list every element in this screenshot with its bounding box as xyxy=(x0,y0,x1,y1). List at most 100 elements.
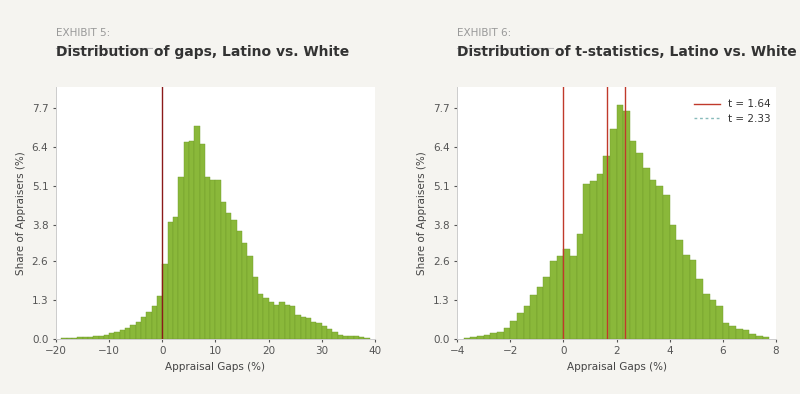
Bar xyxy=(484,335,490,339)
Bar xyxy=(716,306,723,339)
Bar xyxy=(290,306,295,339)
X-axis label: Appraisal Gaps (%): Appraisal Gaps (%) xyxy=(566,362,666,372)
Bar xyxy=(253,277,258,339)
Bar xyxy=(322,326,327,339)
Bar xyxy=(104,335,109,339)
Bar xyxy=(543,277,550,339)
Bar xyxy=(62,338,66,339)
Bar xyxy=(364,338,370,339)
Bar xyxy=(637,153,643,339)
Bar xyxy=(327,329,333,339)
Bar xyxy=(136,322,141,339)
Bar xyxy=(258,294,263,339)
Bar xyxy=(570,256,577,339)
Bar xyxy=(141,317,146,339)
Bar xyxy=(125,328,130,339)
Bar xyxy=(338,335,343,339)
Bar xyxy=(66,338,72,339)
Bar xyxy=(242,243,247,339)
Bar xyxy=(643,168,650,339)
Bar xyxy=(623,111,630,339)
Bar xyxy=(72,338,78,339)
Bar xyxy=(517,313,523,339)
Bar xyxy=(88,337,94,339)
Bar xyxy=(226,213,231,339)
Bar xyxy=(663,195,670,339)
Bar xyxy=(583,184,590,339)
Bar xyxy=(162,264,168,339)
Legend: t = 1.64, t = 2.33: t = 1.64, t = 2.33 xyxy=(694,99,770,124)
Bar xyxy=(120,331,125,339)
Bar xyxy=(590,181,597,339)
Bar xyxy=(199,144,205,339)
Bar xyxy=(194,126,199,339)
Bar xyxy=(189,141,194,339)
Bar xyxy=(157,296,162,339)
Bar xyxy=(464,338,470,339)
Bar xyxy=(215,180,221,339)
Bar xyxy=(610,129,617,339)
Text: Distribution of gaps, Latino vs. White: Distribution of gaps, Latino vs. White xyxy=(56,45,350,59)
Bar xyxy=(470,337,477,339)
Bar xyxy=(94,336,98,339)
Bar xyxy=(183,142,189,339)
Bar xyxy=(617,105,623,339)
Bar xyxy=(630,141,637,339)
Bar xyxy=(152,306,157,339)
Bar xyxy=(279,302,285,339)
Bar xyxy=(537,287,543,339)
X-axis label: Appraisal Gaps (%): Appraisal Gaps (%) xyxy=(166,362,266,372)
Bar xyxy=(354,336,359,339)
Bar xyxy=(247,256,253,339)
Bar xyxy=(510,321,517,339)
Bar xyxy=(274,305,279,339)
Bar xyxy=(756,336,762,339)
Bar xyxy=(683,255,690,339)
Bar xyxy=(178,177,183,339)
Bar xyxy=(676,240,683,339)
Bar xyxy=(237,231,242,339)
Bar xyxy=(523,306,530,339)
Bar xyxy=(557,256,563,339)
Bar xyxy=(109,333,114,339)
Bar xyxy=(603,156,610,339)
Bar xyxy=(210,180,215,339)
Bar xyxy=(690,260,696,339)
Bar xyxy=(497,332,503,339)
Bar xyxy=(657,186,663,339)
Bar xyxy=(550,261,557,339)
Bar xyxy=(333,332,338,339)
Bar xyxy=(146,312,152,339)
Bar xyxy=(311,322,317,339)
Bar xyxy=(490,333,497,339)
Bar xyxy=(477,336,484,339)
Bar xyxy=(221,202,226,339)
Bar xyxy=(563,249,570,339)
Bar xyxy=(306,318,311,339)
Bar xyxy=(114,332,120,339)
Bar xyxy=(317,323,322,339)
Text: EXHIBIT 5:: EXHIBIT 5: xyxy=(56,28,110,38)
Bar xyxy=(750,335,756,339)
Bar xyxy=(503,328,510,339)
Bar xyxy=(205,177,210,339)
Bar xyxy=(263,298,269,339)
Bar xyxy=(98,336,104,339)
Bar xyxy=(670,225,676,339)
Bar xyxy=(730,326,736,339)
Bar xyxy=(530,296,537,339)
Bar xyxy=(231,220,237,339)
Bar xyxy=(168,222,173,339)
Bar xyxy=(78,337,82,339)
Text: Distribution of t-statistics, Latino vs. White: Distribution of t-statistics, Latino vs.… xyxy=(457,45,797,59)
Bar xyxy=(269,302,274,339)
Bar xyxy=(301,317,306,339)
Bar xyxy=(597,174,603,339)
Bar xyxy=(650,180,657,339)
Bar xyxy=(295,316,301,339)
Y-axis label: Share of Appraisers (%): Share of Appraisers (%) xyxy=(418,151,427,275)
Bar xyxy=(736,329,742,339)
Bar xyxy=(173,217,178,339)
Bar xyxy=(285,305,290,339)
Bar xyxy=(343,336,348,339)
